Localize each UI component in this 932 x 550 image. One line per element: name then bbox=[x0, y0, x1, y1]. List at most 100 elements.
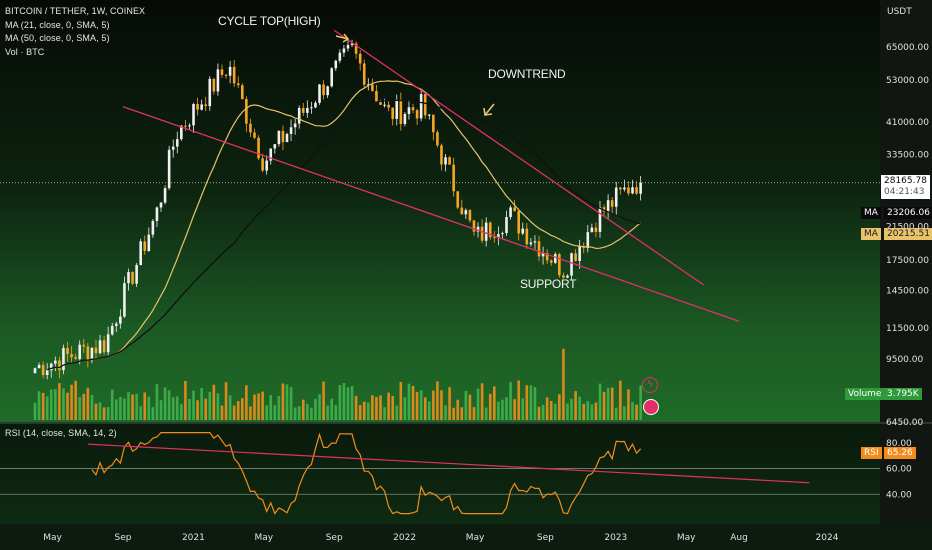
candle-body bbox=[301, 107, 305, 113]
volume-bar bbox=[472, 407, 476, 420]
candle-body bbox=[391, 107, 394, 119]
volume-bar bbox=[525, 385, 529, 420]
candle-body bbox=[253, 132, 256, 138]
volume-bar bbox=[167, 390, 171, 420]
candle-body bbox=[444, 157, 447, 165]
candle-body bbox=[318, 84, 321, 103]
volume-bar bbox=[94, 403, 98, 420]
price-tick-label: 14500.00 bbox=[886, 287, 929, 297]
volume-bar bbox=[33, 402, 37, 420]
volume-bar bbox=[342, 383, 346, 420]
candle-body bbox=[297, 107, 301, 124]
flash-icon[interactable]: ϟ bbox=[642, 377, 658, 393]
volume-bar bbox=[627, 389, 630, 420]
time-tick-label: Aug bbox=[730, 533, 748, 543]
rsi-legend[interactable]: RSI (14, close, SMA, 14, 2) bbox=[5, 428, 117, 438]
candle-body bbox=[127, 272, 130, 284]
ma21-legend[interactable]: MA (21, close, 0, SMA, 5) bbox=[5, 20, 110, 30]
rsi-tick-label: 80.00 bbox=[886, 439, 912, 449]
candle-body bbox=[639, 182, 642, 194]
volume-bar bbox=[78, 397, 82, 420]
volume-bar bbox=[334, 405, 338, 420]
volume-bar bbox=[314, 398, 317, 420]
candle-body bbox=[94, 347, 98, 354]
candle-body bbox=[62, 347, 65, 371]
volume-bar bbox=[558, 394, 561, 420]
price-tick-label: 33500.00 bbox=[886, 151, 929, 161]
volume-legend[interactable]: Vol · BTC bbox=[5, 47, 45, 57]
volume-bar bbox=[196, 400, 199, 420]
candle-body bbox=[216, 69, 220, 92]
volume-bar bbox=[362, 401, 366, 420]
cycle-top-label: CYCLE TOP(HIGH) bbox=[218, 14, 321, 28]
volume-bar bbox=[143, 392, 147, 420]
volume-bar bbox=[598, 383, 602, 420]
candle-body bbox=[74, 357, 77, 360]
volume-bar bbox=[533, 387, 537, 420]
candle-body bbox=[399, 100, 403, 124]
candle-body bbox=[119, 316, 122, 324]
candle-body bbox=[41, 364, 45, 376]
flag-icon[interactable] bbox=[643, 399, 659, 415]
volume-bar bbox=[216, 393, 220, 420]
volume-bar bbox=[570, 398, 573, 420]
candle-body bbox=[196, 104, 199, 110]
candle-body bbox=[375, 90, 378, 103]
volume-bar bbox=[281, 383, 285, 420]
volume-bar bbox=[123, 398, 126, 420]
volume-bar bbox=[265, 405, 268, 420]
candle-body bbox=[265, 160, 268, 171]
volume-bar bbox=[541, 404, 545, 420]
candle-body bbox=[188, 125, 191, 127]
volume-bar bbox=[423, 397, 427, 420]
candle-body bbox=[334, 60, 338, 69]
volume-bar bbox=[180, 404, 183, 420]
volume-bar bbox=[403, 397, 407, 420]
volume-bar bbox=[468, 394, 472, 420]
price-tick-label: 65000.00 bbox=[886, 43, 929, 53]
ma50-legend[interactable]: MA (50, close, 0, SMA, 5) bbox=[5, 33, 110, 43]
candle-body bbox=[403, 113, 407, 124]
candle-body bbox=[167, 149, 171, 189]
candle-body bbox=[383, 104, 386, 106]
volume-bar bbox=[98, 402, 102, 420]
volume-bar bbox=[350, 386, 354, 420]
volume-bar bbox=[419, 390, 423, 420]
candle-body bbox=[549, 260, 553, 263]
volume-bar bbox=[379, 395, 382, 420]
candle-body bbox=[614, 187, 618, 207]
candle-body bbox=[277, 130, 281, 145]
candle-body bbox=[468, 210, 472, 221]
candle-body bbox=[427, 114, 431, 116]
volume-bar bbox=[631, 402, 634, 420]
volume-bar bbox=[460, 407, 464, 420]
volume-bar bbox=[383, 407, 386, 420]
candle-body bbox=[232, 66, 236, 84]
support-label: SUPPORT bbox=[520, 277, 577, 291]
volume-bar bbox=[582, 403, 586, 420]
volume-bar bbox=[367, 402, 370, 420]
candle-body bbox=[114, 323, 118, 326]
last-price-tag[interactable]: 28165.78 04:21:43 bbox=[881, 175, 930, 199]
candle-body bbox=[106, 334, 110, 353]
candle-body bbox=[192, 104, 195, 126]
volume-tag-label: Volume bbox=[845, 388, 885, 400]
candle-body bbox=[545, 252, 549, 261]
candle-body bbox=[310, 107, 313, 109]
candle-body bbox=[452, 164, 455, 192]
volume-bar bbox=[261, 391, 264, 420]
volume-bar bbox=[45, 396, 49, 420]
candle-body bbox=[200, 104, 203, 110]
candle-body bbox=[171, 146, 175, 150]
candle-body bbox=[602, 207, 606, 212]
volume-bar bbox=[411, 385, 415, 420]
candle-body bbox=[78, 344, 82, 360]
price-tick-label: 53000.00 bbox=[886, 76, 929, 86]
candle-body bbox=[436, 132, 439, 146]
candle-body bbox=[33, 368, 37, 374]
symbol-title[interactable]: BITCOIN / TETHER, 1W, COINEX bbox=[5, 6, 146, 16]
candle-body bbox=[562, 275, 565, 278]
candle-body bbox=[371, 84, 374, 91]
